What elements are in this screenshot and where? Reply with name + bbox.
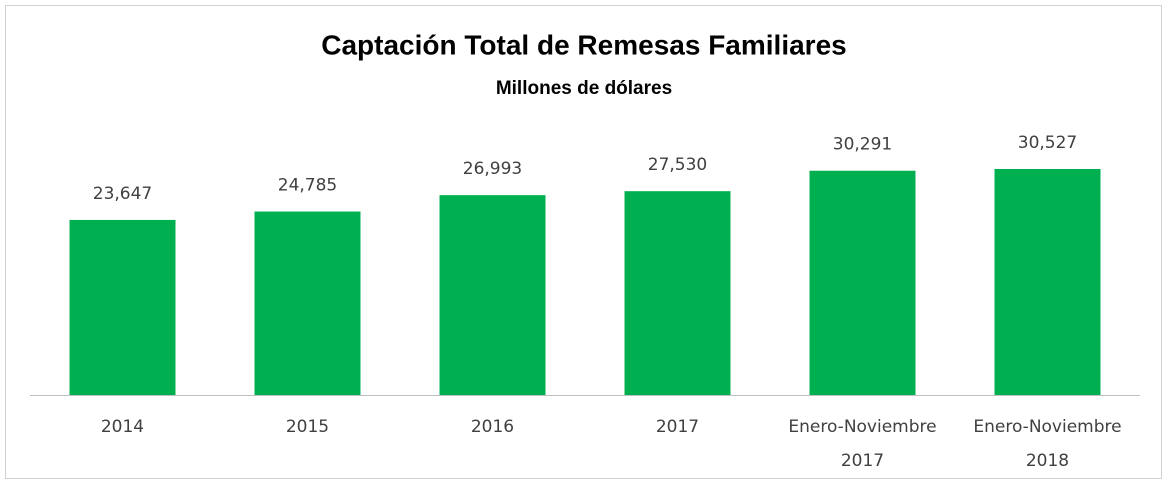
value-label: 26,993 xyxy=(463,159,522,179)
bar xyxy=(809,170,916,395)
bar xyxy=(439,195,546,395)
chart-title: Captación Total de Remesas Familiares xyxy=(321,29,846,60)
bar xyxy=(254,211,361,395)
bar xyxy=(69,219,176,395)
value-label: 23,647 xyxy=(93,184,152,204)
value-label: 30,527 xyxy=(1018,133,1077,153)
x-tick-label: 2015 xyxy=(285,417,330,437)
x-tick-label: 2014 xyxy=(100,417,145,437)
value-label: 24,785 xyxy=(278,176,337,196)
x-tick-label: Enero-Noviembre 2018 xyxy=(973,417,1122,471)
chart-subtitle: Millones de dólares xyxy=(496,78,672,99)
chart-border xyxy=(5,5,1162,479)
bar xyxy=(994,169,1101,395)
value-label: 27,530 xyxy=(648,155,707,175)
bar xyxy=(624,191,731,395)
x-tick-label: Enero-Noviembre 2017 xyxy=(788,417,937,471)
x-tick-label: 2017 xyxy=(655,417,700,437)
x-tick-label: 2016 xyxy=(470,417,515,437)
value-label: 30,291 xyxy=(833,135,892,155)
